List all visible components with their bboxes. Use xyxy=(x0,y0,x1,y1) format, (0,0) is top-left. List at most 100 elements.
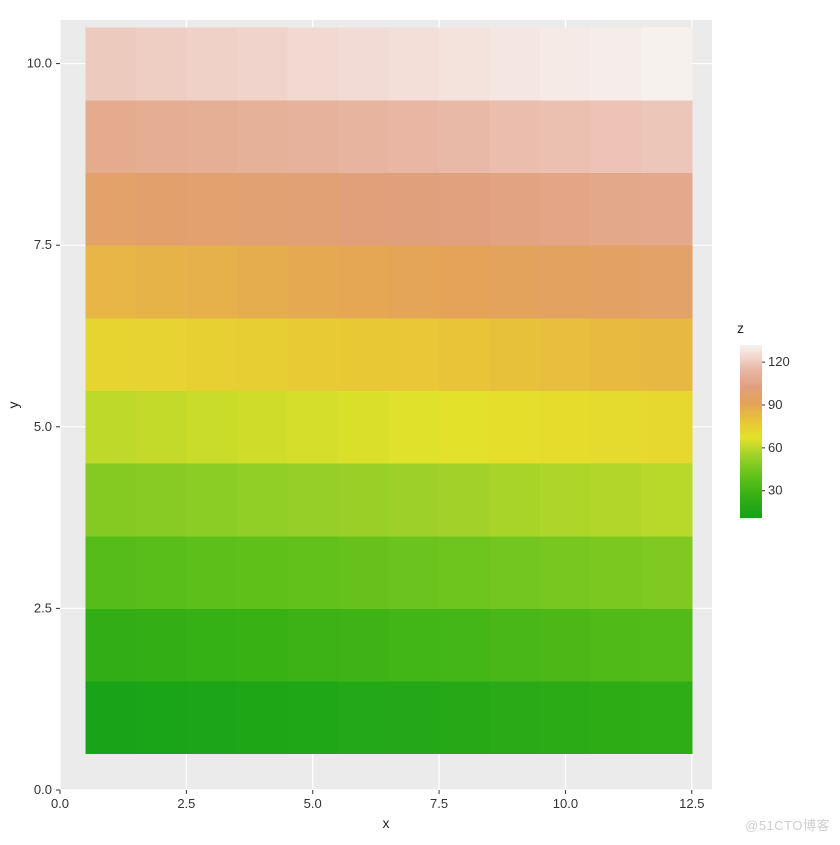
heatmap-cell xyxy=(540,245,591,318)
heatmap-cell xyxy=(591,390,642,463)
heatmap-cell xyxy=(186,318,237,391)
x-tick-label: 5.0 xyxy=(304,796,322,811)
heatmap-cell xyxy=(237,608,288,681)
heatmap-cell xyxy=(439,463,490,536)
heatmap-cell xyxy=(540,27,591,100)
heatmap-cell xyxy=(439,100,490,173)
heatmap-cell xyxy=(186,463,237,536)
heatmap-cell xyxy=(389,608,440,681)
heatmap-cell xyxy=(85,608,136,681)
heatmap-cell xyxy=(490,245,541,318)
heatmap-cell xyxy=(490,173,541,246)
heatmap-cell xyxy=(591,463,642,536)
heatmap-cell xyxy=(85,536,136,609)
x-tick-label: 2.5 xyxy=(177,796,195,811)
heatmap-cell xyxy=(237,173,288,246)
heatmap-cell xyxy=(338,681,389,754)
heatmap-cell xyxy=(136,608,187,681)
heatmap-cell xyxy=(389,100,440,173)
chart-container: 0.02.55.07.510.012.5x0.02.55.07.510.0yz3… xyxy=(0,0,840,840)
heatmap-cell xyxy=(490,536,541,609)
x-tick-label: 0.0 xyxy=(51,796,69,811)
heatmap-cell xyxy=(490,27,541,100)
legend-tick-label: 90 xyxy=(768,397,782,412)
heatmap-cell xyxy=(136,681,187,754)
heatmap-cell xyxy=(338,318,389,391)
heatmap-cell xyxy=(287,27,338,100)
x-axis-title: x xyxy=(383,815,390,831)
y-tick-label: 5.0 xyxy=(34,419,52,434)
heatmap-cell xyxy=(540,463,591,536)
heatmap-cell xyxy=(338,536,389,609)
heatmap-cell xyxy=(186,681,237,754)
heatmap-cell xyxy=(85,681,136,754)
heatmap-cell xyxy=(186,100,237,173)
heatmap-cell xyxy=(490,100,541,173)
heatmap-cell xyxy=(641,390,692,463)
heatmap-cell xyxy=(136,173,187,246)
heatmap-cell xyxy=(136,245,187,318)
heatmap-cell xyxy=(591,608,642,681)
heatmap-cell xyxy=(439,681,490,754)
heatmap-cell xyxy=(439,245,490,318)
heatmap-cell xyxy=(439,608,490,681)
heatmap-cell xyxy=(439,173,490,246)
heatmap-cell xyxy=(85,463,136,536)
heatmap-cell xyxy=(490,463,541,536)
heatmap-cell xyxy=(439,318,490,391)
heatmap-cell xyxy=(237,536,288,609)
heatmap-cell xyxy=(540,390,591,463)
heatmap-cell xyxy=(136,463,187,536)
heatmap-cell xyxy=(540,173,591,246)
y-tick-label: 7.5 xyxy=(34,237,52,252)
heatmap-cell xyxy=(641,245,692,318)
heatmap-cell xyxy=(641,536,692,609)
heatmap-cell xyxy=(237,681,288,754)
y-axis-title: y xyxy=(5,402,21,409)
heatmap-cell xyxy=(85,173,136,246)
x-tick-label: 7.5 xyxy=(430,796,448,811)
heatmap-cell xyxy=(186,27,237,100)
heatmap-cell xyxy=(338,245,389,318)
heatmap-cell xyxy=(85,390,136,463)
heatmap-cell xyxy=(136,100,187,173)
heatmap-cell xyxy=(287,536,338,609)
heatmap-cell xyxy=(540,100,591,173)
x-tick-label: 12.5 xyxy=(679,796,704,811)
heatmap-cell xyxy=(186,536,237,609)
heatmap-cell xyxy=(287,318,338,391)
heatmap-cell xyxy=(186,245,237,318)
heatmap-cell xyxy=(287,608,338,681)
heatmap-cell xyxy=(237,27,288,100)
heatmap-cell xyxy=(591,27,642,100)
heatmap-cell xyxy=(490,390,541,463)
heatmap-cell xyxy=(389,318,440,391)
heatmap-cell xyxy=(540,681,591,754)
heatmap-cell xyxy=(136,27,187,100)
heatmap-cell xyxy=(389,245,440,318)
heatmap-cell xyxy=(591,173,642,246)
heatmap-cell xyxy=(287,463,338,536)
watermark-text: @51CTO博客 xyxy=(745,815,830,834)
heatmap-cell xyxy=(641,463,692,536)
heatmap-cell xyxy=(389,173,440,246)
heatmap-cell xyxy=(591,318,642,391)
heatmap-cell xyxy=(136,390,187,463)
heatmap-cell xyxy=(338,390,389,463)
heatmap-cell xyxy=(287,390,338,463)
legend-tick-label: 60 xyxy=(768,440,782,455)
heatmap-cell xyxy=(389,536,440,609)
y-tick-label: 0.0 xyxy=(34,782,52,797)
heatmap-cell xyxy=(85,100,136,173)
heatmap-cell xyxy=(338,100,389,173)
heatmap-cell xyxy=(136,536,187,609)
heatmap-cell xyxy=(237,245,288,318)
heatmap-cell xyxy=(641,100,692,173)
heatmap-cell xyxy=(85,245,136,318)
heatmap-cell xyxy=(186,173,237,246)
heatmap-cell xyxy=(85,27,136,100)
heatmap-cell xyxy=(490,681,541,754)
legend-colorbar-slice xyxy=(740,515,762,518)
x-tick-label: 10.0 xyxy=(553,796,578,811)
heatmap-cell xyxy=(237,318,288,391)
